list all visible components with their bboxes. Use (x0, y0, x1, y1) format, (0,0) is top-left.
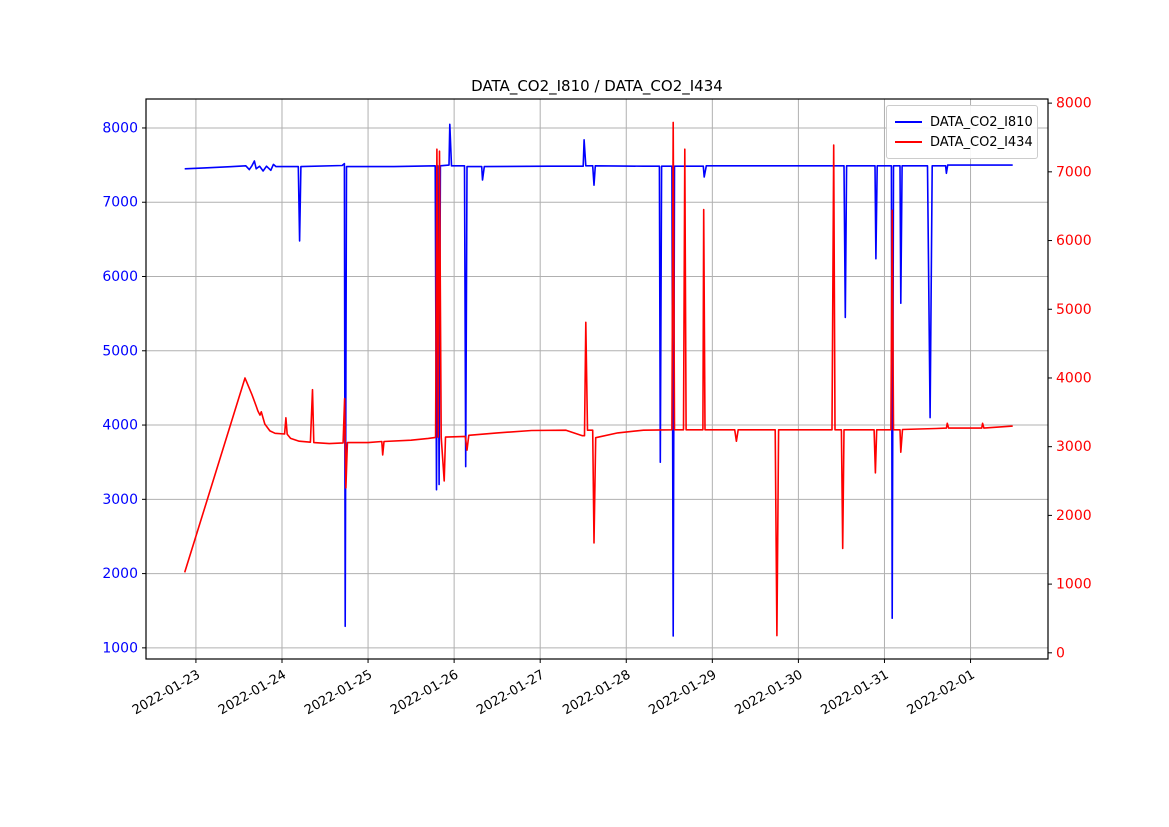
x-axis-tick-label: 2022-01-28 (560, 667, 633, 718)
x-axis-tick-label: 2022-01-27 (474, 667, 547, 718)
x-axis-tick-label: 2022-01-25 (302, 667, 375, 718)
legend-line-sample-red (895, 141, 922, 143)
x-axis-tick-label: 2022-02-01 (905, 667, 978, 718)
left-axis-tick-label: 4000 (102, 418, 138, 434)
chart-title: DATA_CO2_I810 / DATA_CO2_I434 (471, 77, 723, 95)
right-axis-tick-label: 8000 (1056, 96, 1092, 112)
axis-ticks: 1000 2000 3000 4000 5000 6000 7000 8000 0 1000 200… (102, 96, 1091, 719)
series-line-data_co2_i434 (183, 121, 1013, 637)
left-axis-tick-label: 8000 (102, 120, 138, 136)
legend-item-data-co2-i810: DATA_CO2_I810 (895, 112, 1033, 132)
right-axis-tick-label: 1000 (1056, 577, 1092, 593)
left-axis-tick-label: 1000 (102, 640, 138, 656)
legend-line-sample-blue (895, 121, 922, 123)
x-axis-tick-label: 2022-01-31 (819, 667, 892, 718)
x-axis-tick-label: 2022-01-24 (216, 667, 289, 718)
right-axis-tick-label: 4000 (1056, 370, 1092, 386)
legend: DATA_CO2_I810 DATA_CO2_I434 (886, 105, 1038, 159)
right-axis-tick-label: 5000 (1056, 302, 1092, 318)
right-axis-tick-label: 0 (1056, 645, 1065, 661)
legend-label-data-co2-i434: DATA_CO2_I434 (930, 134, 1033, 150)
plot-border (145, 98, 1049, 660)
left-axis-tick-label: 5000 (102, 343, 138, 359)
x-axis-tick-label: 2022-01-26 (388, 667, 461, 718)
right-axis-tick-label: 6000 (1056, 233, 1092, 249)
legend-item-data-co2-i434: DATA_CO2_I434 (895, 132, 1033, 152)
right-axis-tick-label: 3000 (1056, 439, 1092, 455)
legend-label-data-co2-i810: DATA_CO2_I810 (930, 114, 1033, 130)
left-axis-tick-label: 3000 (102, 492, 138, 508)
left-axis-tick-label: 7000 (102, 195, 138, 211)
left-axis-tick-label: 6000 (102, 269, 138, 285)
x-axis-tick-label: 2022-01-30 (732, 667, 805, 718)
left-axis-tick-label: 2000 (102, 566, 138, 582)
grid (146, 99, 1048, 659)
right-axis-tick-label: 2000 (1056, 508, 1092, 524)
x-axis-tick-label: 2022-01-23 (130, 667, 203, 718)
right-axis-tick-label: 7000 (1056, 164, 1092, 180)
x-axis-tick-label: 2022-01-29 (646, 667, 719, 718)
series-line-data_co2_i810 (184, 123, 1013, 637)
